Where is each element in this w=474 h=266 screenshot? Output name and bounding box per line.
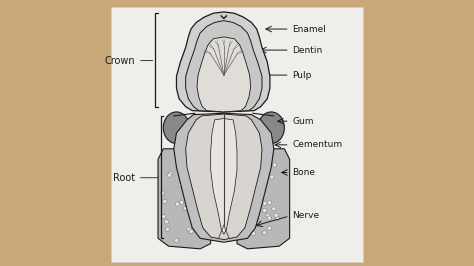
Circle shape xyxy=(266,213,270,218)
Circle shape xyxy=(272,207,276,211)
Circle shape xyxy=(240,173,244,177)
Circle shape xyxy=(248,157,252,161)
Circle shape xyxy=(179,182,183,187)
Circle shape xyxy=(258,178,263,182)
Circle shape xyxy=(196,181,200,186)
Circle shape xyxy=(263,201,267,205)
Ellipse shape xyxy=(258,112,284,144)
Circle shape xyxy=(267,226,272,230)
Circle shape xyxy=(194,199,198,203)
Circle shape xyxy=(192,228,197,232)
Polygon shape xyxy=(186,20,262,112)
Text: Cementum: Cementum xyxy=(292,140,342,149)
Circle shape xyxy=(164,220,168,224)
Text: Dentin: Dentin xyxy=(292,45,322,55)
Circle shape xyxy=(238,224,243,228)
Text: Enamel: Enamel xyxy=(292,24,326,34)
Circle shape xyxy=(187,180,191,184)
Text: Nerve: Nerve xyxy=(292,211,319,221)
Circle shape xyxy=(161,191,165,195)
Circle shape xyxy=(202,173,206,177)
Circle shape xyxy=(183,206,188,210)
Polygon shape xyxy=(237,149,290,249)
Polygon shape xyxy=(176,12,270,112)
Circle shape xyxy=(247,162,251,167)
Polygon shape xyxy=(186,114,262,240)
Circle shape xyxy=(169,171,173,175)
Text: Bone: Bone xyxy=(292,168,315,177)
Circle shape xyxy=(267,216,271,220)
Circle shape xyxy=(162,215,165,219)
Circle shape xyxy=(262,186,266,190)
Circle shape xyxy=(195,213,200,217)
Text: Root: Root xyxy=(113,173,158,183)
Circle shape xyxy=(250,178,255,183)
Circle shape xyxy=(193,180,198,184)
Circle shape xyxy=(175,202,179,206)
Circle shape xyxy=(192,222,197,226)
Circle shape xyxy=(255,222,260,226)
Circle shape xyxy=(178,157,182,161)
Circle shape xyxy=(180,200,183,204)
Circle shape xyxy=(274,213,278,217)
Circle shape xyxy=(178,169,182,173)
Circle shape xyxy=(200,169,204,173)
Circle shape xyxy=(245,202,249,207)
Circle shape xyxy=(165,227,170,231)
Circle shape xyxy=(251,231,255,236)
Circle shape xyxy=(197,211,201,215)
Polygon shape xyxy=(210,119,237,234)
Polygon shape xyxy=(197,37,251,112)
Circle shape xyxy=(242,167,246,171)
Circle shape xyxy=(276,217,280,221)
Circle shape xyxy=(199,183,203,187)
Circle shape xyxy=(251,201,255,205)
Polygon shape xyxy=(158,149,210,249)
Circle shape xyxy=(167,173,172,177)
Circle shape xyxy=(263,231,267,235)
Circle shape xyxy=(190,207,194,212)
Text: Crown: Crown xyxy=(105,56,153,66)
Circle shape xyxy=(263,208,267,213)
Circle shape xyxy=(187,227,191,231)
Ellipse shape xyxy=(164,112,190,144)
Circle shape xyxy=(239,229,243,233)
Circle shape xyxy=(270,175,274,179)
Circle shape xyxy=(256,180,260,184)
Text: Pulp: Pulp xyxy=(292,70,311,80)
Circle shape xyxy=(189,229,193,233)
Circle shape xyxy=(259,180,263,184)
Circle shape xyxy=(260,186,264,190)
Circle shape xyxy=(163,199,167,203)
Circle shape xyxy=(174,238,179,242)
Circle shape xyxy=(257,158,261,162)
Circle shape xyxy=(245,190,249,194)
Circle shape xyxy=(202,223,207,227)
Circle shape xyxy=(273,163,277,167)
Polygon shape xyxy=(174,113,274,242)
Text: Gum: Gum xyxy=(292,117,314,126)
Circle shape xyxy=(193,176,197,180)
Circle shape xyxy=(267,200,272,205)
